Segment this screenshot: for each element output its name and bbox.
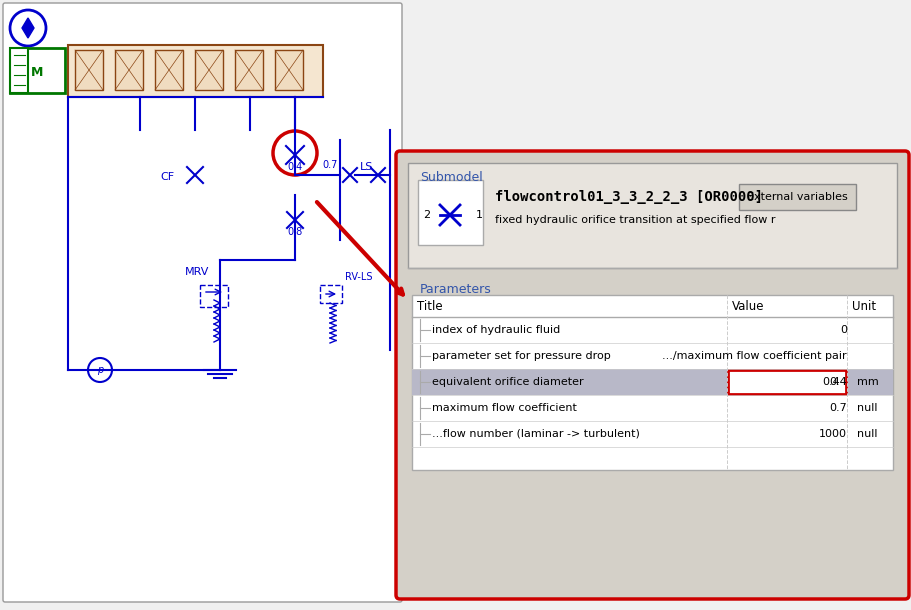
Text: ...flow number (laminar -> turbulent): ...flow number (laminar -> turbulent) xyxy=(432,429,640,439)
Text: flowcontrol01_3_3_2_2_3 [OR0000]: flowcontrol01_3_3_2_2_3 [OR0000] xyxy=(495,190,763,204)
Text: Title: Title xyxy=(416,300,442,313)
Bar xyxy=(727,370,845,394)
FancyBboxPatch shape xyxy=(407,163,896,268)
Text: CF: CF xyxy=(159,172,174,182)
Text: 0.8: 0.8 xyxy=(287,227,302,237)
Text: Value: Value xyxy=(732,300,763,313)
Text: 0.4: 0.4 xyxy=(287,162,302,172)
Text: mm: mm xyxy=(856,377,878,387)
Text: 0: 0 xyxy=(839,325,846,335)
Text: Parameters: Parameters xyxy=(420,283,491,296)
FancyBboxPatch shape xyxy=(3,3,402,602)
Bar xyxy=(200,285,228,307)
Circle shape xyxy=(10,10,46,46)
Bar xyxy=(155,50,183,90)
Circle shape xyxy=(87,358,112,382)
Bar xyxy=(75,50,103,90)
Text: 0.4: 0.4 xyxy=(822,377,839,387)
Text: parameter set for pressure drop: parameter set for pressure drop xyxy=(432,351,610,361)
Text: Unit: Unit xyxy=(851,300,875,313)
Text: 0.4: 0.4 xyxy=(828,377,846,387)
FancyBboxPatch shape xyxy=(395,151,908,599)
Bar xyxy=(412,369,892,395)
Text: 0.7: 0.7 xyxy=(828,403,846,413)
Bar xyxy=(115,50,143,90)
Text: 2: 2 xyxy=(423,210,430,220)
Text: maximum flow coefficient: maximum flow coefficient xyxy=(432,403,577,413)
Bar xyxy=(10,48,28,93)
Text: .../maximum flow coefficient pair: .../maximum flow coefficient pair xyxy=(661,351,846,361)
FancyBboxPatch shape xyxy=(738,184,855,210)
Bar xyxy=(417,180,483,245)
Text: null: null xyxy=(856,403,876,413)
FancyBboxPatch shape xyxy=(68,45,322,97)
Text: index of hydraulic fluid: index of hydraulic fluid xyxy=(432,325,559,335)
Bar xyxy=(235,50,262,90)
Bar xyxy=(195,50,223,90)
Text: 1000: 1000 xyxy=(818,429,846,439)
Text: equivalent orifice diameter: equivalent orifice diameter xyxy=(432,377,583,387)
Bar xyxy=(275,50,302,90)
Text: null: null xyxy=(856,429,876,439)
Text: External variables: External variables xyxy=(746,192,846,202)
Text: MRV: MRV xyxy=(185,267,210,277)
Text: 0.7: 0.7 xyxy=(322,160,337,170)
Text: Submodel: Submodel xyxy=(420,171,482,184)
Text: RV-LS: RV-LS xyxy=(344,272,372,282)
Bar xyxy=(320,285,342,303)
Text: fixed hydraulic orifice transition at specified flow r: fixed hydraulic orifice transition at sp… xyxy=(495,215,774,225)
Text: 1: 1 xyxy=(476,210,483,220)
FancyBboxPatch shape xyxy=(10,48,65,93)
Text: LS: LS xyxy=(360,162,373,172)
Text: M: M xyxy=(31,65,43,79)
Polygon shape xyxy=(22,18,34,38)
Text: p: p xyxy=(97,365,103,375)
Bar xyxy=(412,295,892,470)
